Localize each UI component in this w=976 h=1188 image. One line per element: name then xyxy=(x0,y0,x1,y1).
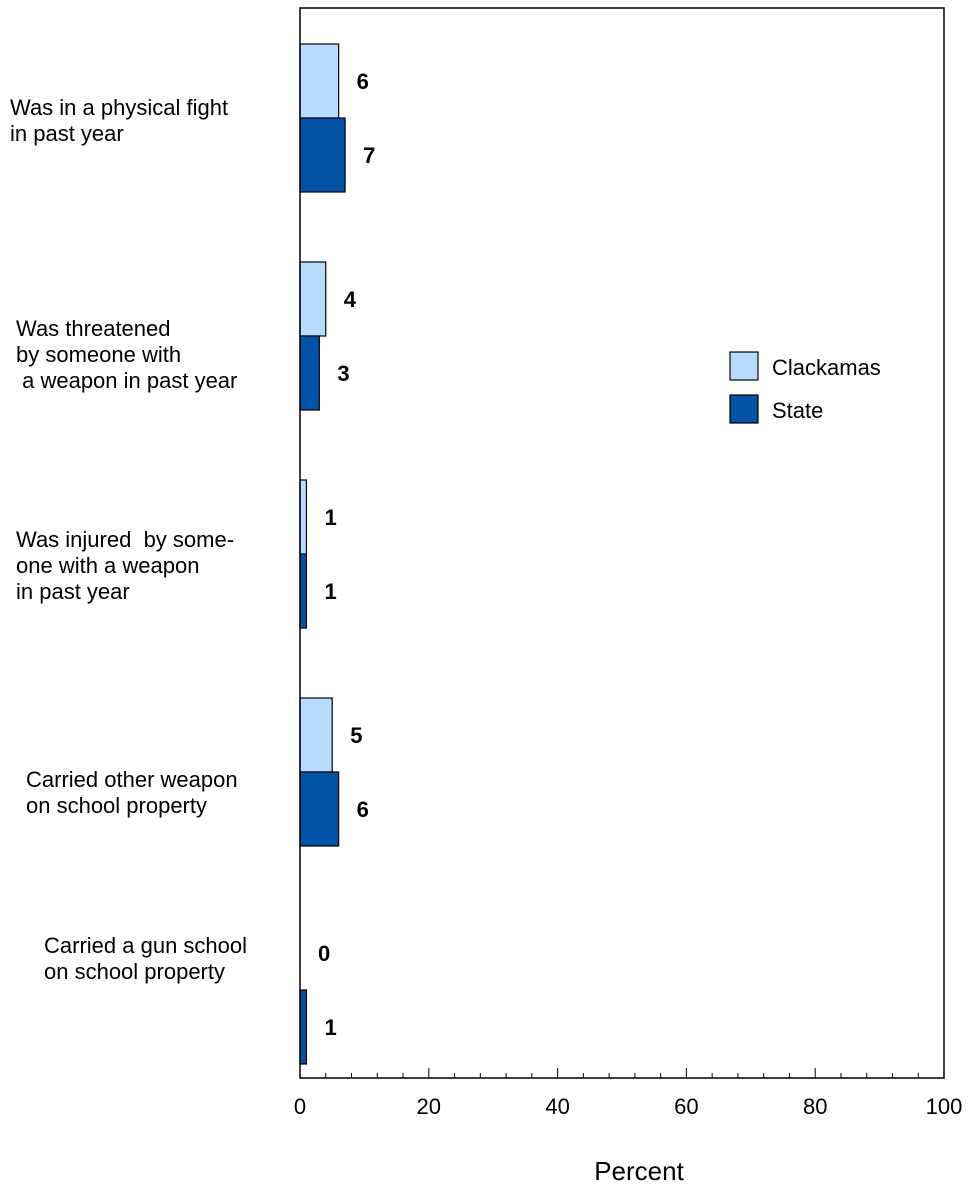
value-label: 7 xyxy=(363,143,375,168)
category-label: Carried a gun school on school property xyxy=(44,933,247,984)
category-label-line: Carried a gun school xyxy=(44,933,247,958)
bar-state xyxy=(299,335,320,411)
category-label-line: one with a weapon xyxy=(16,553,199,578)
bar-state xyxy=(299,989,308,1065)
value-label: 1 xyxy=(324,1015,336,1040)
value-label: 6 xyxy=(357,69,369,94)
legend-label-clackamas: Clackamas xyxy=(772,355,881,380)
bar-clackamas xyxy=(299,261,327,337)
x-tick-label: 0 xyxy=(294,1094,306,1119)
plot-frame xyxy=(299,7,945,1079)
category-label-line: Was in a physical fight xyxy=(10,95,228,120)
bars xyxy=(299,43,346,1065)
value-label: 0 xyxy=(318,941,330,966)
category-label: Carried other weapon on school property xyxy=(26,767,238,818)
value-label: 4 xyxy=(344,287,357,312)
category-label-line: on school property xyxy=(26,793,207,818)
value-label: 3 xyxy=(337,361,349,386)
bar-state xyxy=(299,553,308,629)
value-label: 5 xyxy=(350,723,362,748)
value-label: 1 xyxy=(324,505,336,530)
legend-swatch-state xyxy=(729,394,759,424)
x-axis-title: Percent xyxy=(594,1156,684,1186)
x-axis: 0 20 40 60 80 100 xyxy=(294,1068,962,1119)
legend-swatch-clackamas xyxy=(729,351,759,381)
category-label: Was threatened by someone with a weapon i… xyxy=(16,316,237,393)
category-label-line: in past year xyxy=(10,121,124,146)
x-tick-label: 80 xyxy=(803,1094,827,1119)
value-label: 6 xyxy=(357,797,369,822)
legend-label-state: State xyxy=(772,398,823,423)
bar-clackamas xyxy=(299,697,333,773)
category-label-line: on school property xyxy=(44,959,225,984)
category-label-line: Was threatened xyxy=(16,316,171,341)
category-label-line: Carried other weapon xyxy=(26,767,238,792)
x-tick-label: 60 xyxy=(674,1094,698,1119)
bar-state xyxy=(299,117,346,193)
bar-clackamas xyxy=(299,43,340,119)
category-label-line: by someone with xyxy=(16,342,181,367)
value-labels: 6 7 4 3 1 1 5 6 0 1 xyxy=(318,69,375,1040)
bar-state xyxy=(299,771,340,847)
bar-clackamas xyxy=(299,479,308,555)
value-label: 1 xyxy=(324,579,336,604)
legend: Clackamas State xyxy=(729,351,881,424)
x-tick-label: 40 xyxy=(545,1094,569,1119)
category-label: Was in a physical fight in past year xyxy=(10,95,228,146)
category-label-line: in past year xyxy=(16,579,130,604)
category-label-line: a weapon in past year xyxy=(16,368,237,393)
category-label: Was injured by some-one with a weapon in … xyxy=(16,527,234,604)
x-tick-label: 20 xyxy=(417,1094,441,1119)
category-label-line: Was injured by some- xyxy=(16,527,234,552)
x-tick-label: 100 xyxy=(926,1094,963,1119)
